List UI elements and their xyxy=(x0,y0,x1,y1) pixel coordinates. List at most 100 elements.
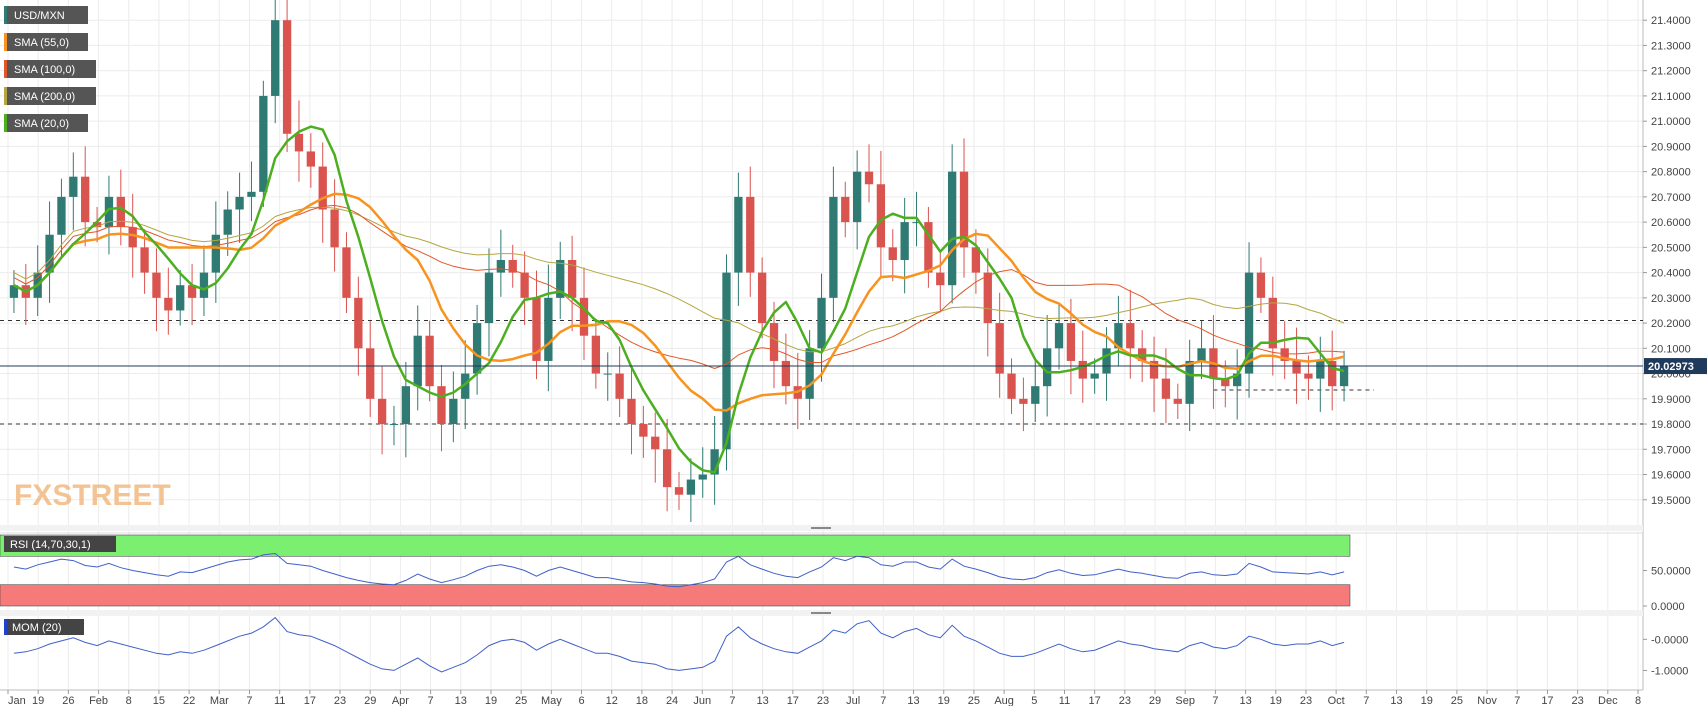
candle-body xyxy=(1054,323,1064,349)
legend-color-swatch xyxy=(4,87,7,105)
candle-body xyxy=(45,234,54,273)
candle-body xyxy=(389,424,399,426)
candle-body xyxy=(757,272,767,324)
candle-body xyxy=(1149,360,1159,379)
candle-body xyxy=(805,348,814,399)
candle-body xyxy=(603,373,612,375)
y-tick-label: 20.6000 xyxy=(1651,217,1691,229)
candle-body xyxy=(651,436,660,450)
x-tick-label: 7 xyxy=(729,695,735,706)
candle-body xyxy=(532,297,541,361)
candle-body xyxy=(1292,360,1301,374)
x-tick-label: 13 xyxy=(757,695,769,706)
x-tick-label: 19 xyxy=(1421,695,1433,706)
sma-100-line xyxy=(13,204,1345,369)
candle-body xyxy=(686,479,696,495)
candle-body xyxy=(591,335,601,374)
legend-item-box xyxy=(4,114,88,132)
candle-body xyxy=(746,196,755,273)
y-tick-label: 19.7000 xyxy=(1651,444,1691,456)
y-tick-label: 21.2000 xyxy=(1651,66,1691,78)
candle-body xyxy=(1114,323,1123,349)
x-tick-label: 13 xyxy=(907,695,919,706)
splitter-handle-2[interactable] xyxy=(811,612,831,614)
candle-body xyxy=(1007,373,1016,399)
y-tick-label: 21.3000 xyxy=(1651,40,1691,52)
candle-body xyxy=(698,474,707,480)
x-tick-label: 8 xyxy=(126,695,132,706)
candle-body xyxy=(1221,378,1230,387)
mom-color-tag xyxy=(4,619,7,635)
sma-20-line xyxy=(13,125,1345,474)
x-tick-label: 11 xyxy=(1059,695,1070,706)
candle-body xyxy=(187,285,197,298)
x-tick-label: 5 xyxy=(1031,695,1037,706)
x-tick-label: 29 xyxy=(1149,695,1161,706)
x-tick-label: 22 xyxy=(183,695,195,706)
mom-label: MOM (20) xyxy=(12,622,62,634)
legend-color-swatch xyxy=(4,6,7,24)
candle-body xyxy=(662,449,672,488)
candle-body xyxy=(104,196,114,228)
candle-body xyxy=(841,196,850,223)
candle-body xyxy=(1043,348,1052,387)
y-tick-label: 20.5000 xyxy=(1651,242,1691,254)
legend-item-box xyxy=(4,60,96,78)
candle-body xyxy=(235,196,244,210)
candle-body xyxy=(472,323,482,374)
rsi-overbought-band xyxy=(0,534,1351,557)
candle-body xyxy=(496,259,506,273)
candle-body xyxy=(995,323,1004,374)
candle-body xyxy=(1197,348,1206,361)
y-tick-label: 20.1000 xyxy=(1651,343,1691,355)
candle-body xyxy=(1280,348,1289,361)
x-tick-label: 8 xyxy=(1635,695,1641,706)
splitter-handle[interactable] xyxy=(811,527,831,529)
candle-body xyxy=(852,171,862,223)
x-tick-label: 12 xyxy=(606,695,618,706)
x-tick-label: 17 xyxy=(1541,695,1553,706)
x-tick-label: 19 xyxy=(938,695,950,706)
candle-body xyxy=(674,487,684,495)
x-tick-label: 25 xyxy=(515,695,527,706)
x-tick-label: 19 xyxy=(1270,695,1282,706)
candle-body xyxy=(1126,323,1135,349)
x-tick-label: 17 xyxy=(787,695,799,706)
candle-body xyxy=(306,151,315,167)
candle-body xyxy=(912,222,921,224)
candle-body xyxy=(164,297,173,311)
candle-body xyxy=(377,398,387,425)
candle-body xyxy=(817,297,826,349)
candle-body xyxy=(152,272,161,298)
candle-body xyxy=(936,272,945,286)
x-tick-label: 13 xyxy=(1390,695,1402,706)
candle-body xyxy=(1256,272,1266,298)
candle-body xyxy=(247,191,256,197)
x-tick-label: Oct xyxy=(1328,695,1345,706)
candle-body xyxy=(781,360,791,387)
mom-label-box xyxy=(4,619,84,635)
y-tick-label: 20.9000 xyxy=(1651,141,1691,153)
x-tick-label: 13 xyxy=(455,695,467,706)
fxstreet-watermark: FXSTREET xyxy=(14,479,171,512)
x-tick-label: 17 xyxy=(304,695,316,706)
candle-body xyxy=(544,297,553,361)
x-tick-label: May xyxy=(541,695,562,706)
candle-body xyxy=(1316,360,1325,379)
x-tick-label: 7 xyxy=(428,695,434,706)
sma-55-line xyxy=(13,192,1345,412)
x-tick-label: 25 xyxy=(968,695,980,706)
x-tick-label: 17 xyxy=(1089,695,1101,706)
rsi-tick-label: 50.0000 xyxy=(1651,566,1691,578)
y-tick-label: 19.9000 xyxy=(1651,394,1691,406)
candle-body xyxy=(615,373,624,399)
candle-body xyxy=(425,335,434,387)
candle-body xyxy=(366,348,375,399)
x-tick-label: 29 xyxy=(364,695,376,706)
candle-body xyxy=(81,176,90,223)
candle-body xyxy=(199,272,209,298)
candle-body xyxy=(449,398,458,425)
candle-body xyxy=(1244,272,1254,374)
rsi-line xyxy=(13,552,1345,588)
